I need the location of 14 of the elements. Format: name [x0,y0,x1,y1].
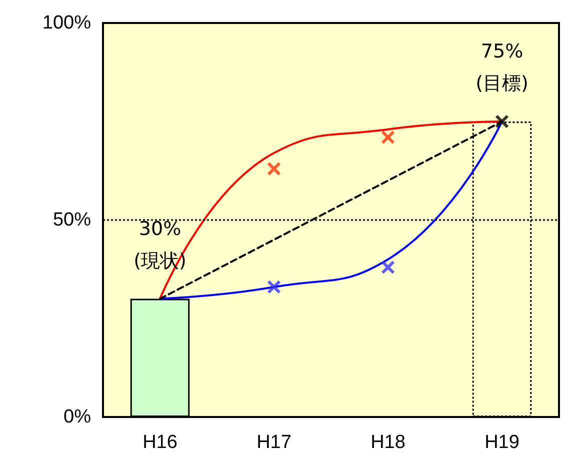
point [495,114,509,128]
y-tick-label: 0% [64,406,92,428]
x-tick-label: H19 [484,432,520,453]
x-tick-label: H16 [142,432,178,453]
annotation: 75% (目標) [476,40,528,94]
point [267,280,281,294]
y-tick-label: 100% [42,12,92,34]
x-tick-label: H17 [256,432,292,453]
point [267,162,281,176]
annotation: 30% (現状) [134,218,186,272]
point [381,260,395,274]
y-tick-label: 50% [52,210,92,230]
point [381,130,395,144]
x-tick-label: H18 [370,432,406,453]
